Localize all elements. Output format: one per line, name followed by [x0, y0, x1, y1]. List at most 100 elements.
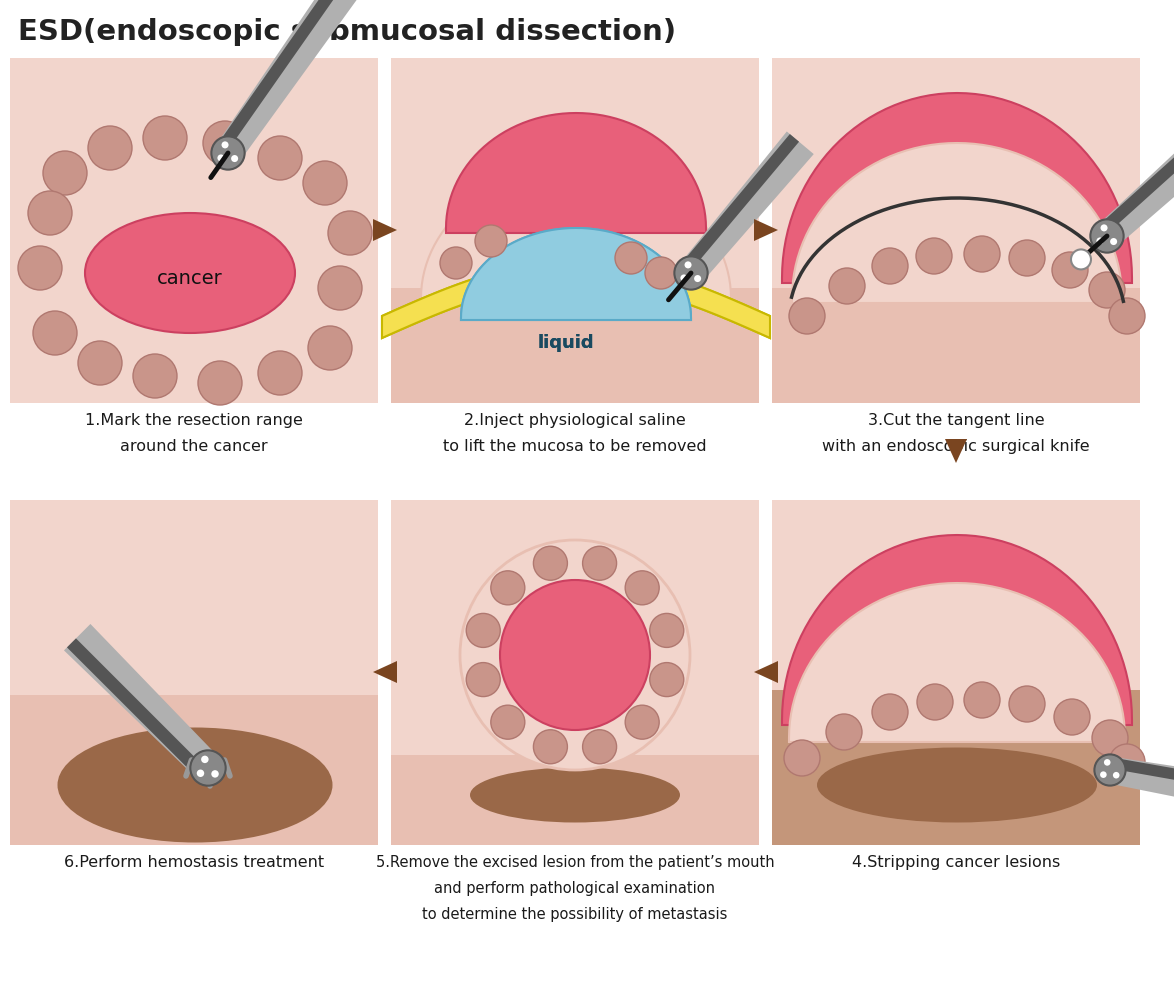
- Polygon shape: [217, 0, 342, 152]
- Polygon shape: [782, 535, 1132, 725]
- Circle shape: [649, 663, 683, 697]
- Polygon shape: [789, 583, 1125, 742]
- Circle shape: [318, 266, 362, 310]
- Circle shape: [198, 361, 242, 405]
- Circle shape: [222, 141, 229, 148]
- Polygon shape: [461, 228, 691, 320]
- Polygon shape: [382, 261, 770, 338]
- Circle shape: [1099, 759, 1121, 781]
- Polygon shape: [754, 219, 778, 241]
- Circle shape: [964, 682, 1000, 718]
- Circle shape: [43, 151, 87, 195]
- Circle shape: [217, 154, 224, 161]
- Circle shape: [18, 246, 62, 290]
- Circle shape: [303, 161, 348, 205]
- Circle shape: [211, 770, 218, 778]
- Circle shape: [197, 770, 204, 777]
- Polygon shape: [11, 58, 378, 403]
- Circle shape: [33, 311, 77, 355]
- Circle shape: [626, 571, 659, 605]
- Circle shape: [645, 257, 677, 289]
- Circle shape: [133, 354, 177, 398]
- Circle shape: [440, 247, 472, 279]
- Circle shape: [684, 261, 691, 268]
- Circle shape: [784, 740, 819, 776]
- Circle shape: [491, 571, 525, 605]
- Circle shape: [1100, 224, 1107, 231]
- Circle shape: [491, 705, 525, 739]
- Polygon shape: [680, 131, 814, 282]
- Circle shape: [626, 705, 659, 739]
- Circle shape: [203, 121, 247, 165]
- Circle shape: [694, 275, 701, 282]
- Circle shape: [328, 211, 372, 255]
- Circle shape: [826, 714, 862, 750]
- Circle shape: [1109, 298, 1145, 334]
- Circle shape: [77, 341, 122, 385]
- Circle shape: [649, 613, 683, 647]
- Circle shape: [475, 225, 507, 257]
- Circle shape: [1089, 272, 1125, 308]
- Circle shape: [88, 126, 131, 170]
- Circle shape: [258, 136, 302, 180]
- Circle shape: [964, 236, 1000, 272]
- Circle shape: [674, 256, 708, 290]
- Circle shape: [916, 238, 952, 274]
- Polygon shape: [421, 168, 731, 303]
- Circle shape: [1104, 759, 1111, 766]
- Circle shape: [1054, 699, 1089, 735]
- Polygon shape: [216, 0, 357, 161]
- Polygon shape: [391, 755, 760, 845]
- Text: 1.Mark the resection range
around the cancer: 1.Mark the resection range around the ca…: [85, 413, 303, 454]
- Circle shape: [917, 684, 953, 720]
- Circle shape: [211, 136, 244, 170]
- Text: 3.Cut the tangent line
with an endoscopic surgical knife: 3.Cut the tangent line with an endoscopi…: [822, 413, 1089, 454]
- Text: liquid: liquid: [538, 334, 594, 352]
- Circle shape: [308, 326, 352, 370]
- Polygon shape: [1098, 115, 1174, 235]
- Circle shape: [582, 730, 616, 764]
- Circle shape: [829, 268, 865, 304]
- Polygon shape: [782, 93, 1132, 283]
- Circle shape: [466, 613, 500, 647]
- Circle shape: [231, 155, 238, 162]
- Circle shape: [872, 248, 908, 284]
- Polygon shape: [373, 661, 397, 683]
- Circle shape: [1097, 237, 1104, 244]
- Circle shape: [789, 298, 825, 334]
- Text: ESD(endoscopic submucosal dissection): ESD(endoscopic submucosal dissection): [18, 18, 676, 46]
- Circle shape: [1109, 744, 1145, 780]
- Circle shape: [1008, 686, 1045, 722]
- Circle shape: [258, 351, 302, 395]
- Circle shape: [500, 580, 650, 730]
- Text: liquid: liquid: [538, 334, 594, 352]
- Polygon shape: [792, 143, 1122, 303]
- Circle shape: [533, 546, 567, 580]
- Circle shape: [533, 730, 567, 764]
- Text: 5.Remove the excised lesion from the patient’s mouth
and perform pathological ex: 5.Remove the excised lesion from the pat…: [376, 855, 775, 922]
- Circle shape: [872, 694, 908, 730]
- Polygon shape: [772, 58, 1140, 403]
- Circle shape: [1091, 219, 1124, 253]
- Circle shape: [1092, 720, 1128, 756]
- Circle shape: [681, 274, 688, 281]
- Text: 2.Inject physiological saline
to lift the mucosa to be removed: 2.Inject physiological saline to lift th…: [444, 413, 707, 454]
- Ellipse shape: [58, 728, 332, 842]
- Text: 4.Stripping cancer lesions: 4.Stripping cancer lesions: [852, 855, 1060, 870]
- Circle shape: [582, 546, 616, 580]
- Polygon shape: [67, 638, 207, 778]
- Polygon shape: [772, 288, 1140, 403]
- Polygon shape: [945, 439, 967, 463]
- Circle shape: [1111, 238, 1118, 245]
- Circle shape: [1113, 772, 1120, 779]
- Polygon shape: [391, 58, 760, 403]
- Polygon shape: [63, 624, 218, 779]
- Circle shape: [1052, 252, 1088, 288]
- Circle shape: [1008, 240, 1045, 276]
- Polygon shape: [461, 228, 691, 320]
- Polygon shape: [391, 288, 760, 403]
- Polygon shape: [754, 661, 778, 683]
- Polygon shape: [391, 500, 760, 845]
- Circle shape: [28, 191, 72, 235]
- Polygon shape: [1111, 757, 1174, 791]
